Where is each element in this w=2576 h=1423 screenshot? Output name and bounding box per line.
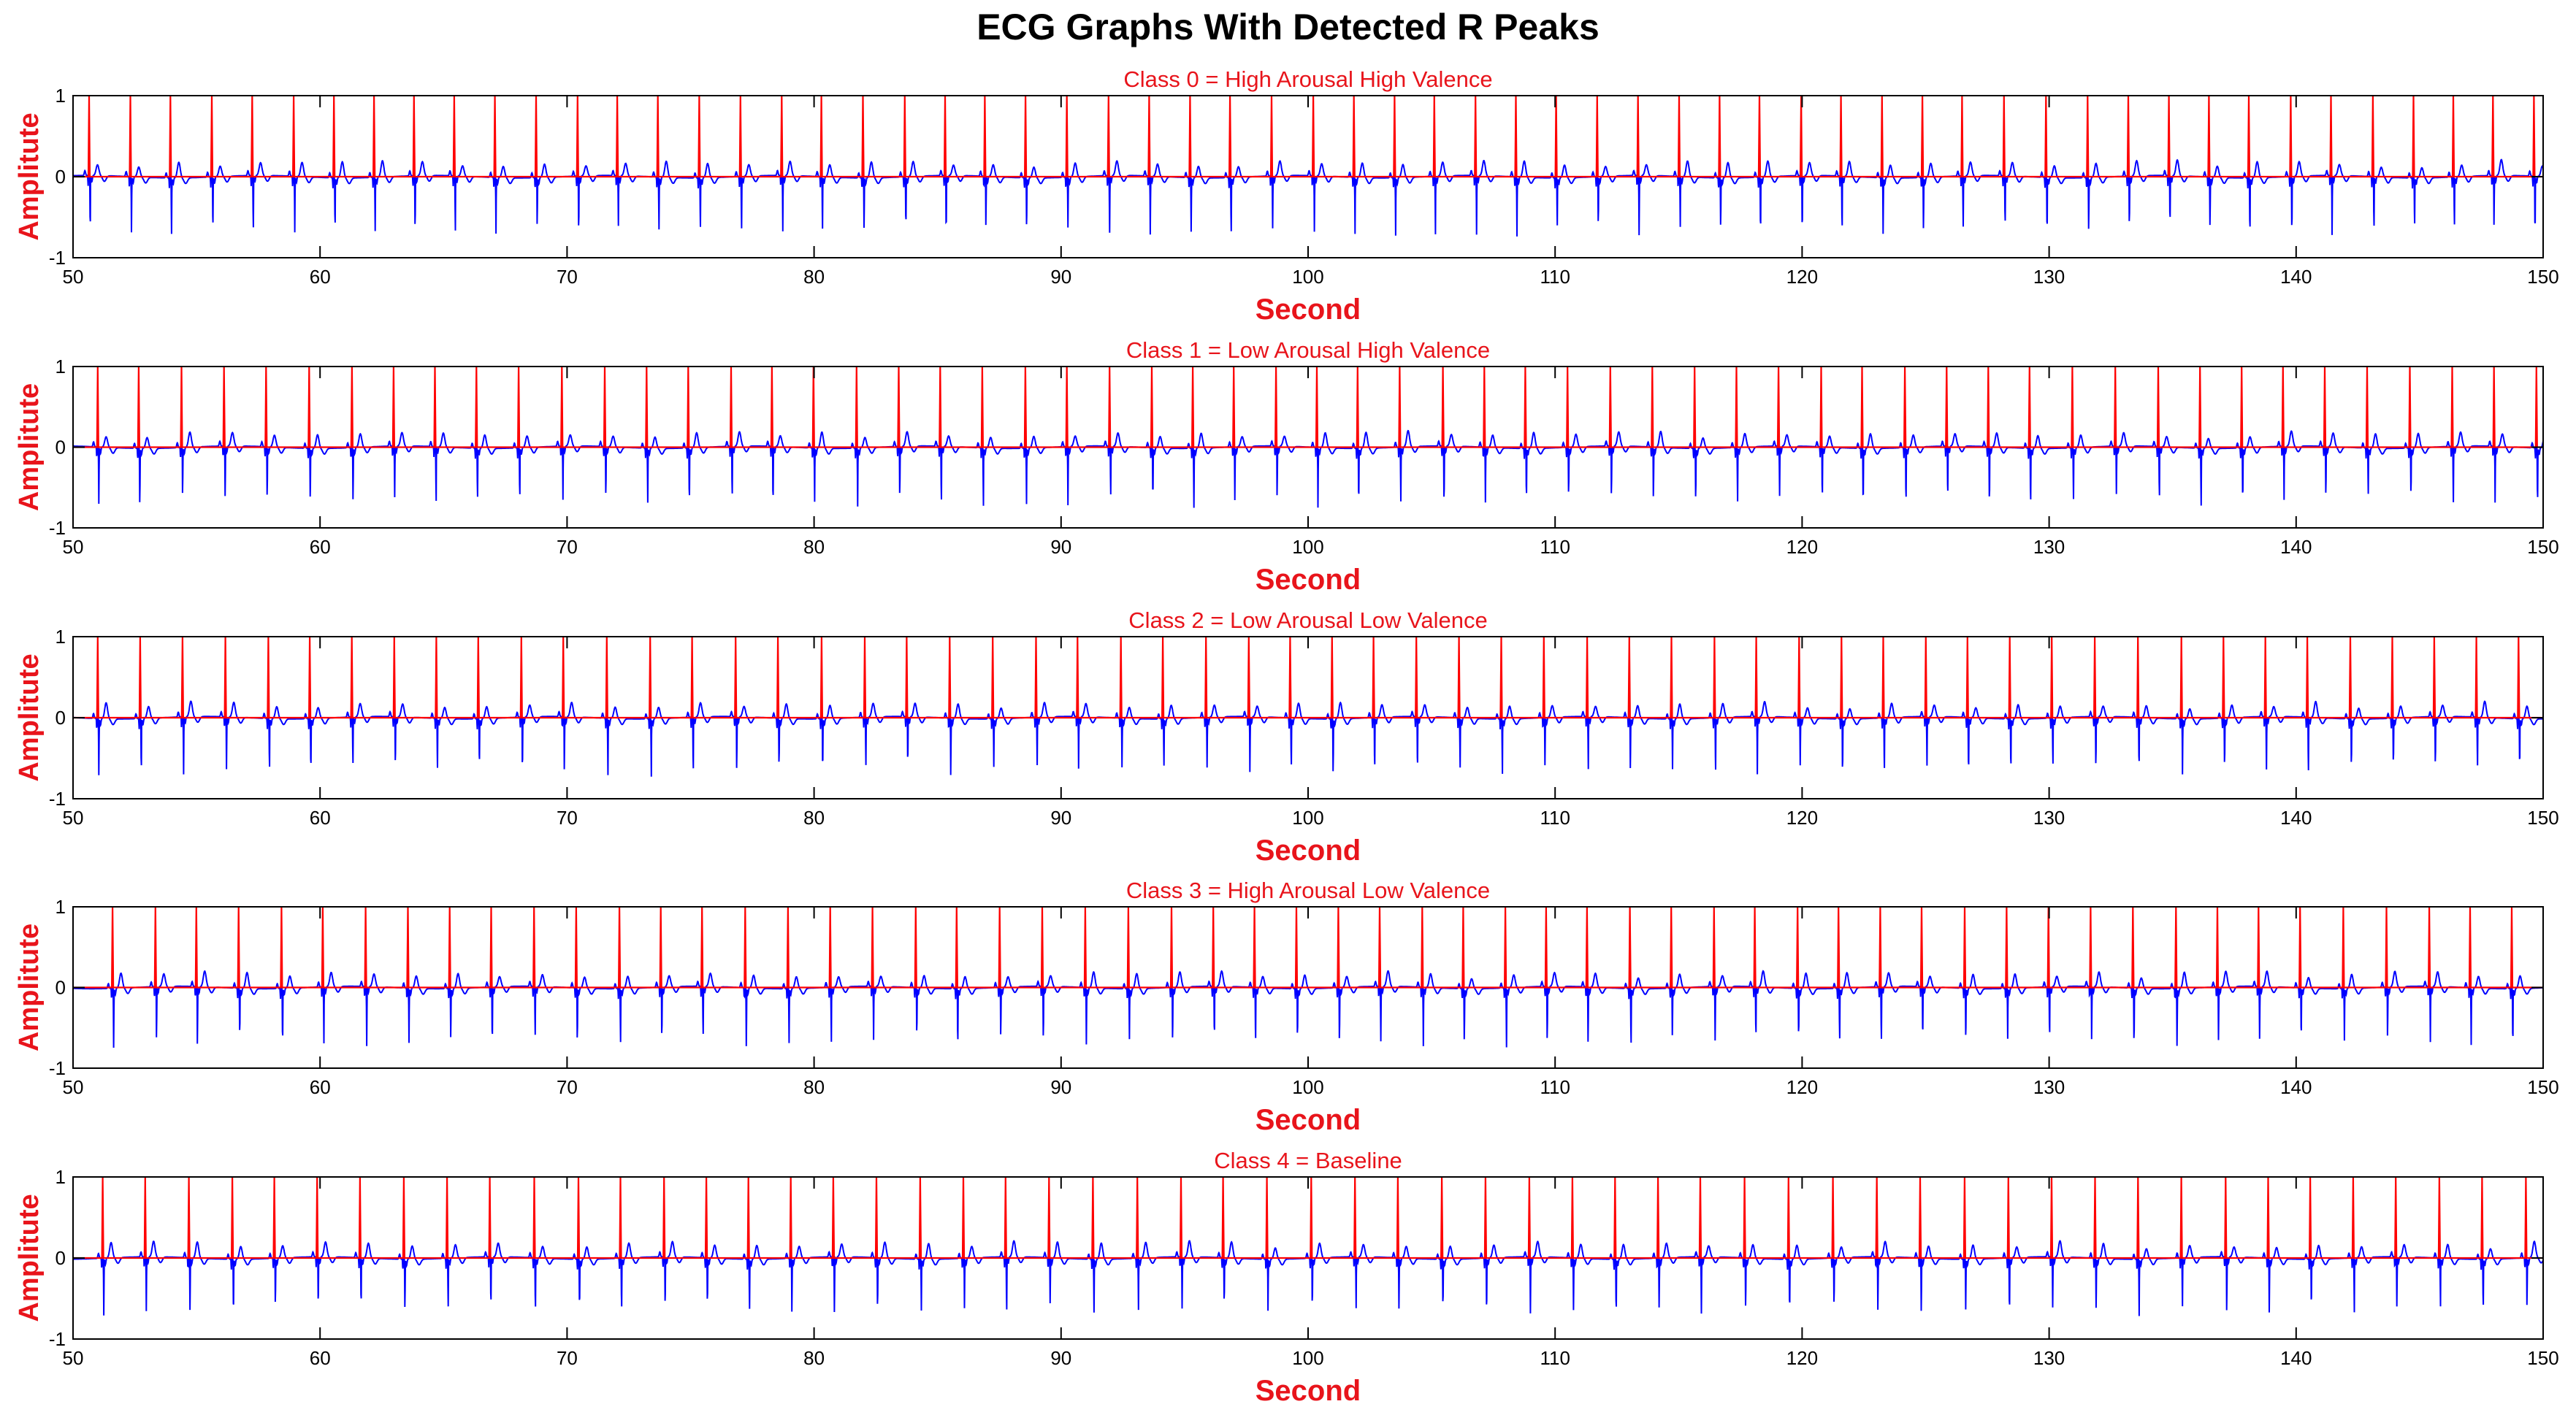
y-tick-label: -1 bbox=[49, 788, 66, 810]
subplot-title: Class 3 = High Arousal Low Valence bbox=[1126, 878, 1490, 903]
ecg-panel-4: 50 60 70 80 90 100 110 120 130 140 150 -1 0 1 Class 4 … bbox=[14, 1148, 2559, 1407]
x-tick-label: 140 bbox=[2280, 266, 2312, 288]
figure-title: ECG Graphs With Detected R Peaks bbox=[976, 7, 1600, 47]
x-tick-label: 140 bbox=[2280, 1076, 2312, 1098]
y-axis-label: Amplitute bbox=[14, 1194, 45, 1322]
ecg-panel-3: 50 60 70 80 90 100 110 120 130 140 150 -1 0 1 Class 3 … bbox=[14, 878, 2559, 1136]
y-tick-label: 0 bbox=[56, 977, 66, 999]
r-peak-markers bbox=[73, 1177, 2543, 1259]
x-tick-label: 100 bbox=[1292, 536, 1323, 558]
x-tick-label: 50 bbox=[63, 1076, 84, 1098]
x-tick-label: 120 bbox=[1786, 1076, 1818, 1098]
y-tick-label: 1 bbox=[56, 85, 66, 107]
x-axis-label: Second bbox=[1255, 1375, 1361, 1407]
x-tick-label: 90 bbox=[1050, 807, 1071, 829]
x-tick-label: 120 bbox=[1786, 266, 1818, 288]
r-peak-markers bbox=[73, 637, 2543, 719]
x-tick-label: 60 bbox=[310, 807, 331, 829]
y-tick-label: 1 bbox=[56, 626, 66, 648]
y-axis-label: Amplitute bbox=[14, 653, 45, 781]
x-tick-label: 70 bbox=[557, 266, 578, 288]
x-tick-label: 80 bbox=[803, 1076, 825, 1098]
x-tick-label: 80 bbox=[803, 1347, 825, 1369]
x-tick-label: 150 bbox=[2527, 807, 2558, 829]
y-axis-label: Amplitute bbox=[14, 924, 45, 1051]
x-axis-label: Second bbox=[1255, 294, 1361, 326]
y-tick-label: 0 bbox=[56, 166, 66, 188]
x-axis-label: Second bbox=[1255, 564, 1361, 596]
x-tick-label: 150 bbox=[2527, 536, 2558, 558]
y-tick-label: 1 bbox=[56, 1166, 66, 1188]
x-axis-label: Second bbox=[1255, 835, 1361, 867]
y-tick-label: -1 bbox=[49, 1328, 66, 1350]
x-tick-label: 110 bbox=[1540, 266, 1570, 288]
x-tick-label: 60 bbox=[310, 266, 331, 288]
x-tick-label: 110 bbox=[1540, 1076, 1570, 1098]
subplot-title: Class 0 = High Arousal High Valence bbox=[1123, 66, 1492, 92]
y-tick-label: 0 bbox=[56, 437, 66, 459]
x-tick-label: 130 bbox=[2033, 536, 2065, 558]
y-tick-label: -1 bbox=[49, 517, 66, 539]
x-tick-label: 140 bbox=[2280, 536, 2312, 558]
x-tick-label: 150 bbox=[2527, 1347, 2558, 1369]
ecg-panel-1: 50 60 70 80 90 100 110 120 130 140 150 -1 0 1 Class 1 … bbox=[14, 337, 2559, 596]
y-tick-label: 0 bbox=[56, 707, 66, 729]
x-tick-label: 60 bbox=[310, 536, 331, 558]
x-tick-label: 100 bbox=[1292, 807, 1323, 829]
x-tick-label: 90 bbox=[1050, 266, 1071, 288]
x-tick-label: 110 bbox=[1540, 1347, 1570, 1369]
x-tick-label: 50 bbox=[63, 807, 84, 829]
r-peak-markers bbox=[73, 367, 2543, 448]
x-tick-label: 50 bbox=[63, 1347, 84, 1369]
y-tick-label: -1 bbox=[49, 247, 66, 269]
subplot-title: Class 4 = Baseline bbox=[1214, 1148, 1402, 1173]
x-tick-label: 80 bbox=[803, 807, 825, 829]
x-tick-label: 50 bbox=[63, 266, 84, 288]
subplot-title: Class 2 = Low Arousal Low Valence bbox=[1128, 607, 1487, 633]
r-peak-markers bbox=[73, 907, 2543, 989]
y-axis-label: Amplitute bbox=[14, 383, 45, 511]
x-tick-label: 130 bbox=[2033, 266, 2065, 288]
r-peak-markers bbox=[73, 96, 2543, 178]
x-tick-label: 60 bbox=[310, 1347, 331, 1369]
x-tick-label: 50 bbox=[63, 536, 84, 558]
x-tick-label: 100 bbox=[1292, 1076, 1323, 1098]
ecg-panel-0: 50 60 70 80 90 100 110 120 130 140 150 -1 0 1 Class 0 … bbox=[14, 66, 2559, 326]
ecg-panel-2: 50 60 70 80 90 100 110 120 130 140 150 -1 0 1 Class 2 … bbox=[14, 607, 2559, 867]
x-tick-label: 130 bbox=[2033, 1076, 2065, 1098]
x-tick-label: 150 bbox=[2527, 266, 2558, 288]
x-tick-label: 140 bbox=[2280, 1347, 2312, 1369]
x-tick-label: 70 bbox=[557, 1076, 578, 1098]
x-tick-label: 120 bbox=[1786, 807, 1818, 829]
x-tick-label: 90 bbox=[1050, 1347, 1071, 1369]
x-tick-label: 130 bbox=[2033, 1347, 2065, 1369]
y-tick-label: 0 bbox=[56, 1247, 66, 1269]
x-tick-label: 70 bbox=[557, 536, 578, 558]
x-tick-label: 100 bbox=[1292, 266, 1323, 288]
x-tick-label: 70 bbox=[557, 1347, 578, 1369]
x-tick-label: 120 bbox=[1786, 1347, 1818, 1369]
x-tick-label: 80 bbox=[803, 266, 825, 288]
x-tick-label: 130 bbox=[2033, 807, 2065, 829]
subplot-title: Class 1 = Low Arousal High Valence bbox=[1126, 337, 1490, 363]
x-axis-label: Second bbox=[1255, 1104, 1361, 1136]
y-axis-label: Amplitute bbox=[14, 112, 45, 240]
x-tick-label: 150 bbox=[2527, 1076, 2558, 1098]
x-tick-label: 100 bbox=[1292, 1347, 1323, 1369]
x-tick-label: 120 bbox=[1786, 536, 1818, 558]
y-tick-label: 1 bbox=[56, 896, 66, 918]
x-tick-label: 90 bbox=[1050, 536, 1071, 558]
x-tick-label: 80 bbox=[803, 536, 825, 558]
x-tick-label: 60 bbox=[310, 1076, 331, 1098]
x-tick-label: 70 bbox=[557, 807, 578, 829]
x-tick-label: 90 bbox=[1050, 1076, 1071, 1098]
y-tick-label: 1 bbox=[56, 356, 66, 377]
x-tick-label: 140 bbox=[2280, 807, 2312, 829]
x-tick-label: 110 bbox=[1540, 807, 1570, 829]
x-tick-label: 110 bbox=[1540, 536, 1570, 558]
y-tick-label: -1 bbox=[49, 1057, 66, 1079]
